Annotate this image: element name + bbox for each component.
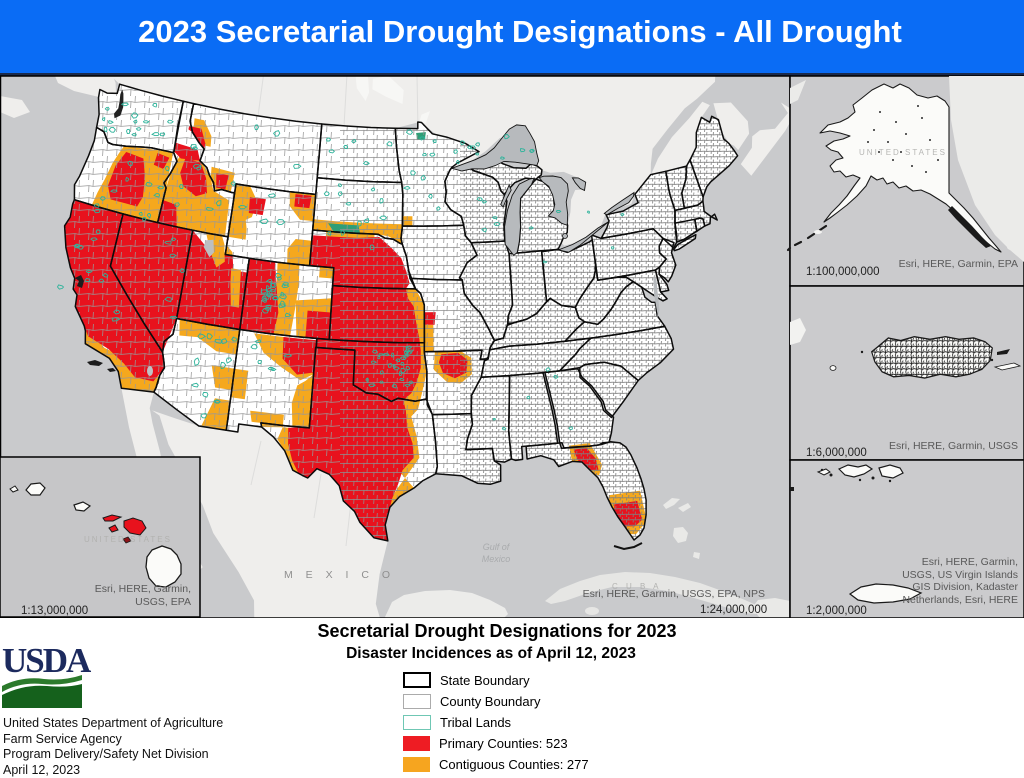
svg-text:C U B A: C U B A	[612, 582, 661, 591]
svg-text:Mexico: Mexico	[482, 554, 511, 564]
svg-text:UNITED STATES: UNITED STATES	[859, 148, 947, 157]
svg-text:UNITED STATES: UNITED STATES	[84, 535, 172, 544]
svg-text:USDA: USDA	[2, 644, 92, 680]
svg-text:M E X I C O: M E X I C O	[284, 569, 395, 581]
svg-text:Gulf of: Gulf of	[483, 542, 511, 552]
